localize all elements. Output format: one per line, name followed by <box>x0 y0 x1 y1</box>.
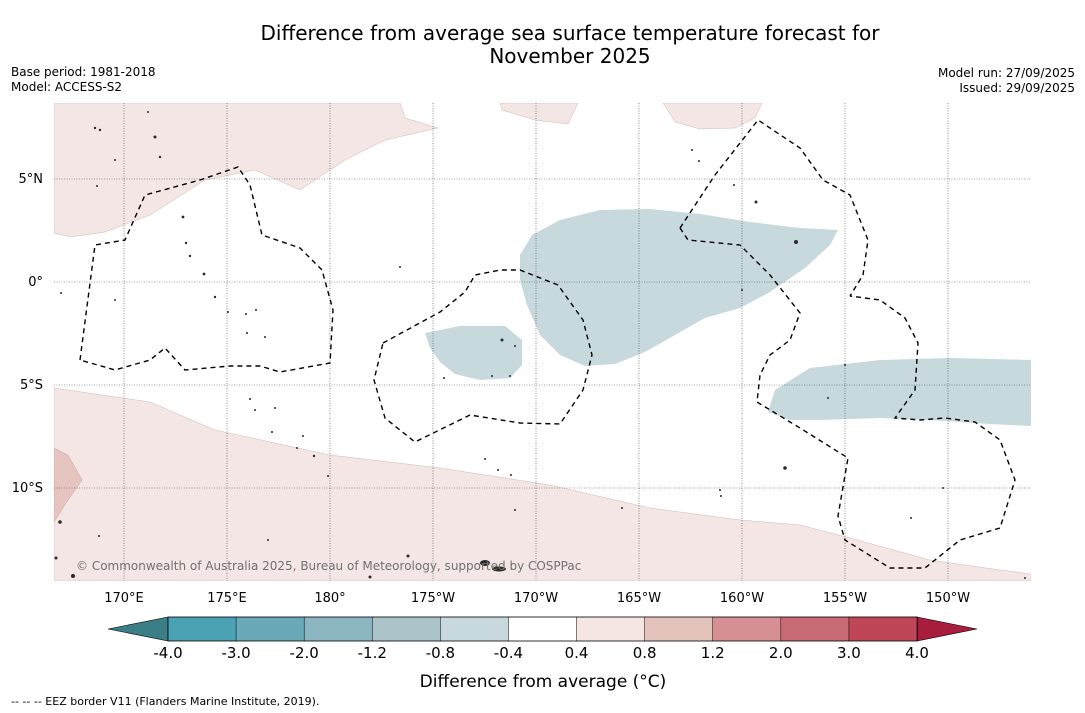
colorbar-segment <box>235 616 305 642</box>
lon-label-180: 180° <box>314 591 345 606</box>
eez-legend-footer: -- -- -- EEZ border V11 (Flanders Marine… <box>11 695 320 708</box>
chart-title: Difference from average sea surface temp… <box>170 22 970 68</box>
lon-label-165w: 165°W <box>617 591 661 606</box>
colorbar: -4.0 -3.0 -2.0 -1.2 -0.8 -0.4 0.4 0.8 1.2 2.0 3.0 4… <box>107 616 978 692</box>
graticule <box>54 103 1031 581</box>
colorbar-tick-label: 1.2 <box>701 644 725 662</box>
warmer-region-southwest <box>54 447 83 523</box>
colorbar-under-arrow <box>107 616 169 642</box>
colorbar-over-arrow <box>916 616 978 642</box>
cool-region-east <box>768 358 1031 426</box>
cool-region-small <box>425 326 522 380</box>
base-period: Base period: 1981-2018 <box>11 65 156 79</box>
title-line-2: November 2025 <box>489 44 651 68</box>
copyright-notice: © Commonwealth of Australia 2025, Bureau… <box>76 559 581 573</box>
colorbar-tick-label: 0.4 <box>565 644 589 662</box>
issued-date: Issued: 29/09/2025 <box>959 81 1075 95</box>
colorbar-tick-label: 2.0 <box>769 644 793 662</box>
lat-label-5n: 5°N <box>19 172 44 187</box>
colorbar-segment <box>848 616 918 642</box>
lon-label-175w: 175°W <box>411 591 455 606</box>
lon-label-175e: 175°E <box>207 591 247 606</box>
meta-right: Model run: 27/09/2025 Issued: 29/09/2025 <box>938 66 1075 96</box>
colorbar-segment <box>712 616 782 642</box>
lon-label-155w: 155°W <box>823 591 867 606</box>
title-line-1: Difference from average sea surface temp… <box>260 21 880 45</box>
colorbar-tick-label: -4.0 <box>153 644 182 662</box>
eez-borders <box>79 119 1016 569</box>
colorbar-tick-label: -0.4 <box>494 644 523 662</box>
colorbar-tick-label: 0.8 <box>633 644 657 662</box>
warm-region-northwest <box>54 103 439 238</box>
colorbar-title: Difference from average (°C) <box>420 672 667 692</box>
eez-border-northeast <box>679 119 869 297</box>
colorbar-segment <box>780 616 850 642</box>
colorbar-segment <box>167 616 237 642</box>
colorbar-tick-label: -1.2 <box>358 644 387 662</box>
lon-label-170e: 170°E <box>104 591 144 606</box>
islands <box>54 111 1026 579</box>
cool-region-central <box>520 209 838 366</box>
lon-labels: 170°E 175°E 180° 175°W 170°W 165°W 160°W… <box>104 591 970 606</box>
eez-border-central <box>373 269 593 443</box>
colorbar-segment <box>644 616 714 642</box>
lon-label-150w: 150°W <box>926 591 970 606</box>
lat-label-10s: 10°S <box>12 481 43 496</box>
colorbar-segment <box>508 616 578 642</box>
lon-label-160w: 160°W <box>720 591 764 606</box>
colorbar-segments <box>167 616 918 642</box>
model-name: Model: ACCESS-S2 <box>11 80 123 94</box>
lat-labels: 5°N 0° 5°S 10°S <box>12 172 43 496</box>
lat-label-5s: 5°S <box>20 378 43 393</box>
colorbar-tick-label: 4.0 <box>905 644 929 662</box>
colorbar-segment <box>372 616 442 642</box>
colorbar-tick-label: 3.0 <box>837 644 861 662</box>
warm-region-north-center <box>499 103 579 125</box>
map-area: © Commonwealth of Australia 2025, Bureau… <box>54 103 1031 581</box>
colorbar-segment <box>440 616 510 642</box>
eez-border-northeast-inner <box>679 227 1016 569</box>
colorbar-segment <box>576 616 646 642</box>
lon-label-170w: 170°W <box>514 591 558 606</box>
warm-region-south <box>54 387 1031 581</box>
colorbar-tick-label: -3.0 <box>221 644 250 662</box>
warm-region-north-east <box>662 103 763 130</box>
meta-left: Base period: 1981-2018 Model: ACCESS-S2 <box>11 65 156 95</box>
colorbar-ticks: -4.0 -3.0 -2.0 -1.2 -0.8 -0.4 0.4 0.8 1.2 2.0 3.0 4… <box>153 644 929 662</box>
colorbar-tick-label: -2.0 <box>290 644 319 662</box>
colorbar-segment <box>303 616 374 642</box>
model-run: Model run: 27/09/2025 <box>937 66 1075 80</box>
lat-label-0: 0° <box>28 275 43 290</box>
colorbar-frame <box>167 616 918 642</box>
eez-border-west <box>79 166 334 373</box>
colorbar-tick-label: -0.8 <box>426 644 455 662</box>
